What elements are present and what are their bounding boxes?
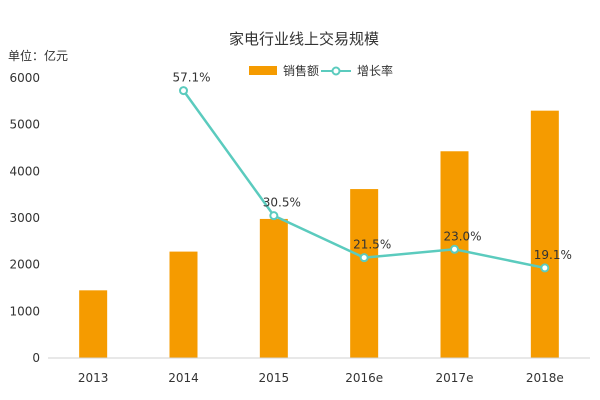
- bar-2014: [170, 252, 198, 358]
- y-tick-label: 1000: [9, 304, 40, 318]
- x-tick-label: 2017e: [436, 371, 474, 385]
- y-tick-label: 5000: [9, 118, 40, 132]
- x-tick-label: 2015: [259, 371, 290, 385]
- y-tick-label: 6000: [9, 71, 40, 85]
- bars: [79, 111, 559, 358]
- growth-label-2015: 30.5%: [263, 196, 301, 210]
- growth-point-2017e: [451, 246, 458, 253]
- legend-swatch-sales: [249, 66, 277, 75]
- growth-point-2014: [180, 87, 187, 94]
- legend: 销售额 增长率: [249, 63, 393, 78]
- y-tick-label: 3000: [9, 211, 40, 225]
- chart-title: 家电行业线上交易规模: [229, 30, 379, 48]
- legend-label-growth: 增长率: [357, 63, 393, 78]
- growth-point-2018e: [541, 264, 548, 271]
- growth-point-2015: [270, 212, 277, 219]
- y-tick-label: 2000: [9, 258, 40, 272]
- bar-2016e: [350, 189, 378, 358]
- y-axis: 0 1000 2000 3000 4000 5000 6000: [9, 71, 40, 365]
- x-tick-label: 2013: [78, 371, 109, 385]
- growth-series: 57.1% 30.5% 21.5% 23.0% 19.1%: [172, 71, 571, 272]
- bar-2013: [79, 290, 107, 358]
- legend-swatch-growth-marker: [333, 68, 340, 75]
- y-tick-label: 0: [32, 351, 40, 365]
- growth-label-2014: 57.1%: [172, 71, 210, 85]
- x-tick-label: 2016e: [345, 371, 383, 385]
- growth-label-2016e: 21.5%: [353, 238, 391, 252]
- x-tick-label: 2018e: [526, 371, 564, 385]
- y-axis-unit-label: 单位：亿元: [8, 48, 68, 63]
- bar-2017e: [441, 151, 469, 358]
- growth-label-2018e: 19.1%: [534, 248, 572, 262]
- bar-2018e: [531, 111, 559, 358]
- bar-2015: [260, 219, 288, 358]
- legend-label-sales: 销售额: [283, 63, 319, 78]
- x-tick-label: 2014: [168, 371, 199, 385]
- y-tick-label: 4000: [9, 164, 40, 178]
- growth-label-2017e: 23.0%: [443, 229, 481, 243]
- growth-point-2016e: [361, 254, 368, 261]
- x-axis: 2013 2014 2015 2016e 2017e 2018e: [78, 371, 564, 385]
